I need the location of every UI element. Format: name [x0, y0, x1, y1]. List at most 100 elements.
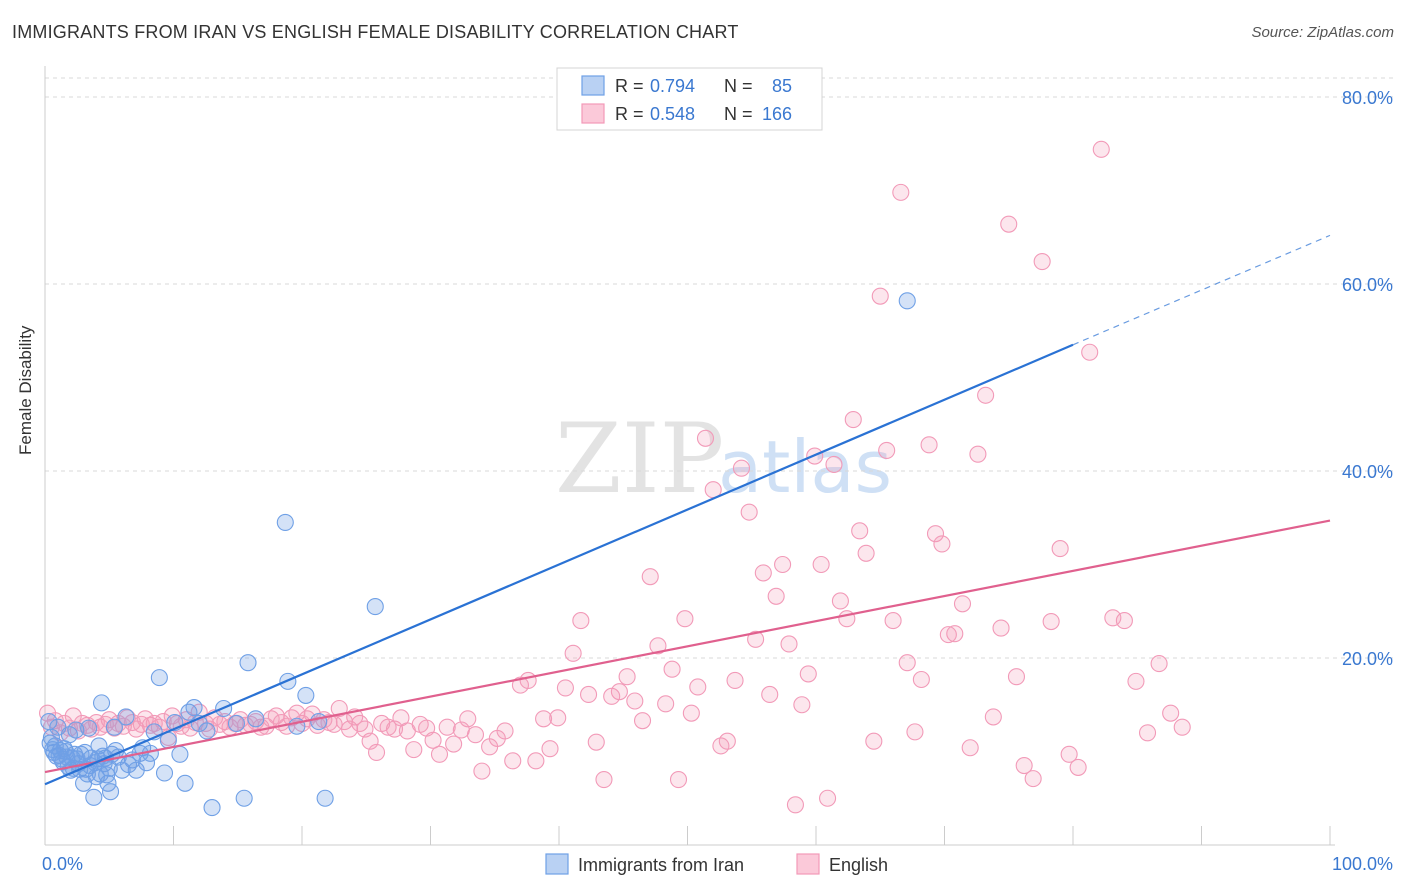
point-english-159 [1007, 668, 1026, 686]
point-iran-33 [85, 788, 103, 806]
point-iran-58 [137, 754, 156, 772]
point-english-143 [892, 183, 910, 201]
point-english-87 [496, 722, 514, 740]
trend-line-iran [44, 343, 1074, 786]
point-english-119 [732, 459, 751, 477]
point-english-96 [564, 644, 582, 662]
point-english-103 [618, 668, 636, 686]
point-iran-61 [150, 669, 168, 687]
point-english-77 [424, 731, 442, 749]
point-iran-52 [117, 708, 135, 726]
point-english-133 [825, 455, 843, 474]
point-english-95 [556, 679, 574, 697]
point-english-174 [1162, 704, 1180, 722]
point-iran-67 [180, 703, 198, 721]
point-iran-2 [42, 728, 60, 747]
point-english-83 [466, 726, 485, 744]
point-english-122 [754, 564, 772, 582]
legend-r-value-iran: 0.794 [650, 76, 695, 96]
watermark-atlas: atlas [718, 425, 892, 509]
point-iran-21 [67, 721, 85, 739]
point-english-107 [649, 637, 667, 655]
point-english-113 [689, 678, 707, 696]
data-points [39, 140, 1191, 817]
point-english-125 [774, 555, 792, 574]
point-english-92 [535, 710, 553, 728]
bottom-legend-swatch-english [796, 853, 820, 875]
point-iran-62 [155, 764, 174, 782]
point-english-117 [718, 732, 736, 750]
point-iran-71 [203, 799, 221, 817]
point-iran-76 [247, 710, 265, 728]
point-english-144 [898, 654, 916, 672]
point-iran-80 [297, 686, 315, 704]
point-iran-48 [105, 718, 123, 736]
point-english-166 [1069, 758, 1087, 776]
point-english-158 [1000, 215, 1018, 233]
point-english-91 [527, 752, 545, 770]
point-iran-30 [80, 719, 98, 737]
point-english-102 [610, 683, 628, 701]
point-english-129 [799, 665, 817, 683]
point-english-127 [786, 796, 804, 814]
point-iran-65 [171, 745, 189, 763]
y-tick-label-0: 20.0% [1342, 649, 1393, 669]
point-iran-74 [235, 789, 253, 807]
point-iran-84 [898, 292, 916, 310]
point-english-149 [933, 535, 951, 553]
point-english-110 [669, 770, 688, 789]
point-english-118 [726, 671, 744, 689]
point-english-173 [1150, 655, 1168, 673]
point-english-138 [857, 544, 875, 562]
point-english-100 [595, 770, 613, 789]
point-english-150 [939, 626, 957, 644]
point-english-160 [1015, 756, 1033, 775]
point-english-156 [984, 708, 1002, 726]
point-english-134 [831, 592, 849, 610]
watermark-zip: ZIP [555, 403, 724, 515]
point-english-120 [740, 503, 758, 521]
point-iran-39 [92, 694, 111, 712]
point-english-163 [1042, 612, 1060, 631]
point-english-155 [977, 386, 995, 404]
point-english-124 [767, 587, 785, 605]
trend-line-english [44, 519, 1331, 774]
point-english-80 [445, 735, 463, 753]
point-english-78 [430, 745, 449, 763]
legend-r-label-english: R = [615, 104, 644, 124]
point-iran-77 [276, 513, 294, 531]
point-english-109 [663, 660, 681, 678]
point-english-145 [906, 723, 924, 741]
point-english-108 [657, 695, 675, 713]
y-tick-label-1: 40.0% [1342, 462, 1393, 482]
legend-r-label-iran: R = [615, 76, 644, 96]
point-english-141 [878, 441, 896, 459]
point-english-137 [851, 522, 869, 540]
point-iran-66 [176, 774, 194, 792]
legend-n-label-iran: N = [724, 76, 753, 96]
source-label: Source: ZipAtlas.com [1251, 24, 1394, 41]
point-english-171 [1127, 672, 1145, 690]
point-iran-82 [316, 789, 334, 807]
point-english-172 [1138, 724, 1157, 742]
point-english-84 [473, 762, 491, 780]
point-english-105 [633, 712, 652, 730]
point-english-162 [1033, 253, 1051, 271]
point-english-140 [871, 287, 889, 305]
legend-swatch-english [581, 103, 605, 124]
point-english-88 [504, 752, 522, 770]
y-tick-label-3: 80.0% [1342, 88, 1393, 108]
point-iran-68 [185, 699, 203, 717]
legend-bottom: Immigrants from Iran English [545, 853, 888, 875]
point-iran-83 [366, 598, 384, 616]
point-english-165 [1060, 745, 1078, 763]
point-english-93 [541, 740, 559, 758]
point-iran-20 [66, 745, 84, 763]
point-english-148 [926, 525, 945, 543]
legend-n-value-english: 166 [762, 104, 792, 124]
point-english-98 [580, 685, 598, 704]
point-english-164 [1051, 540, 1069, 558]
point-english-99 [587, 733, 605, 751]
trend-line-iran-extension [1072, 234, 1331, 346]
